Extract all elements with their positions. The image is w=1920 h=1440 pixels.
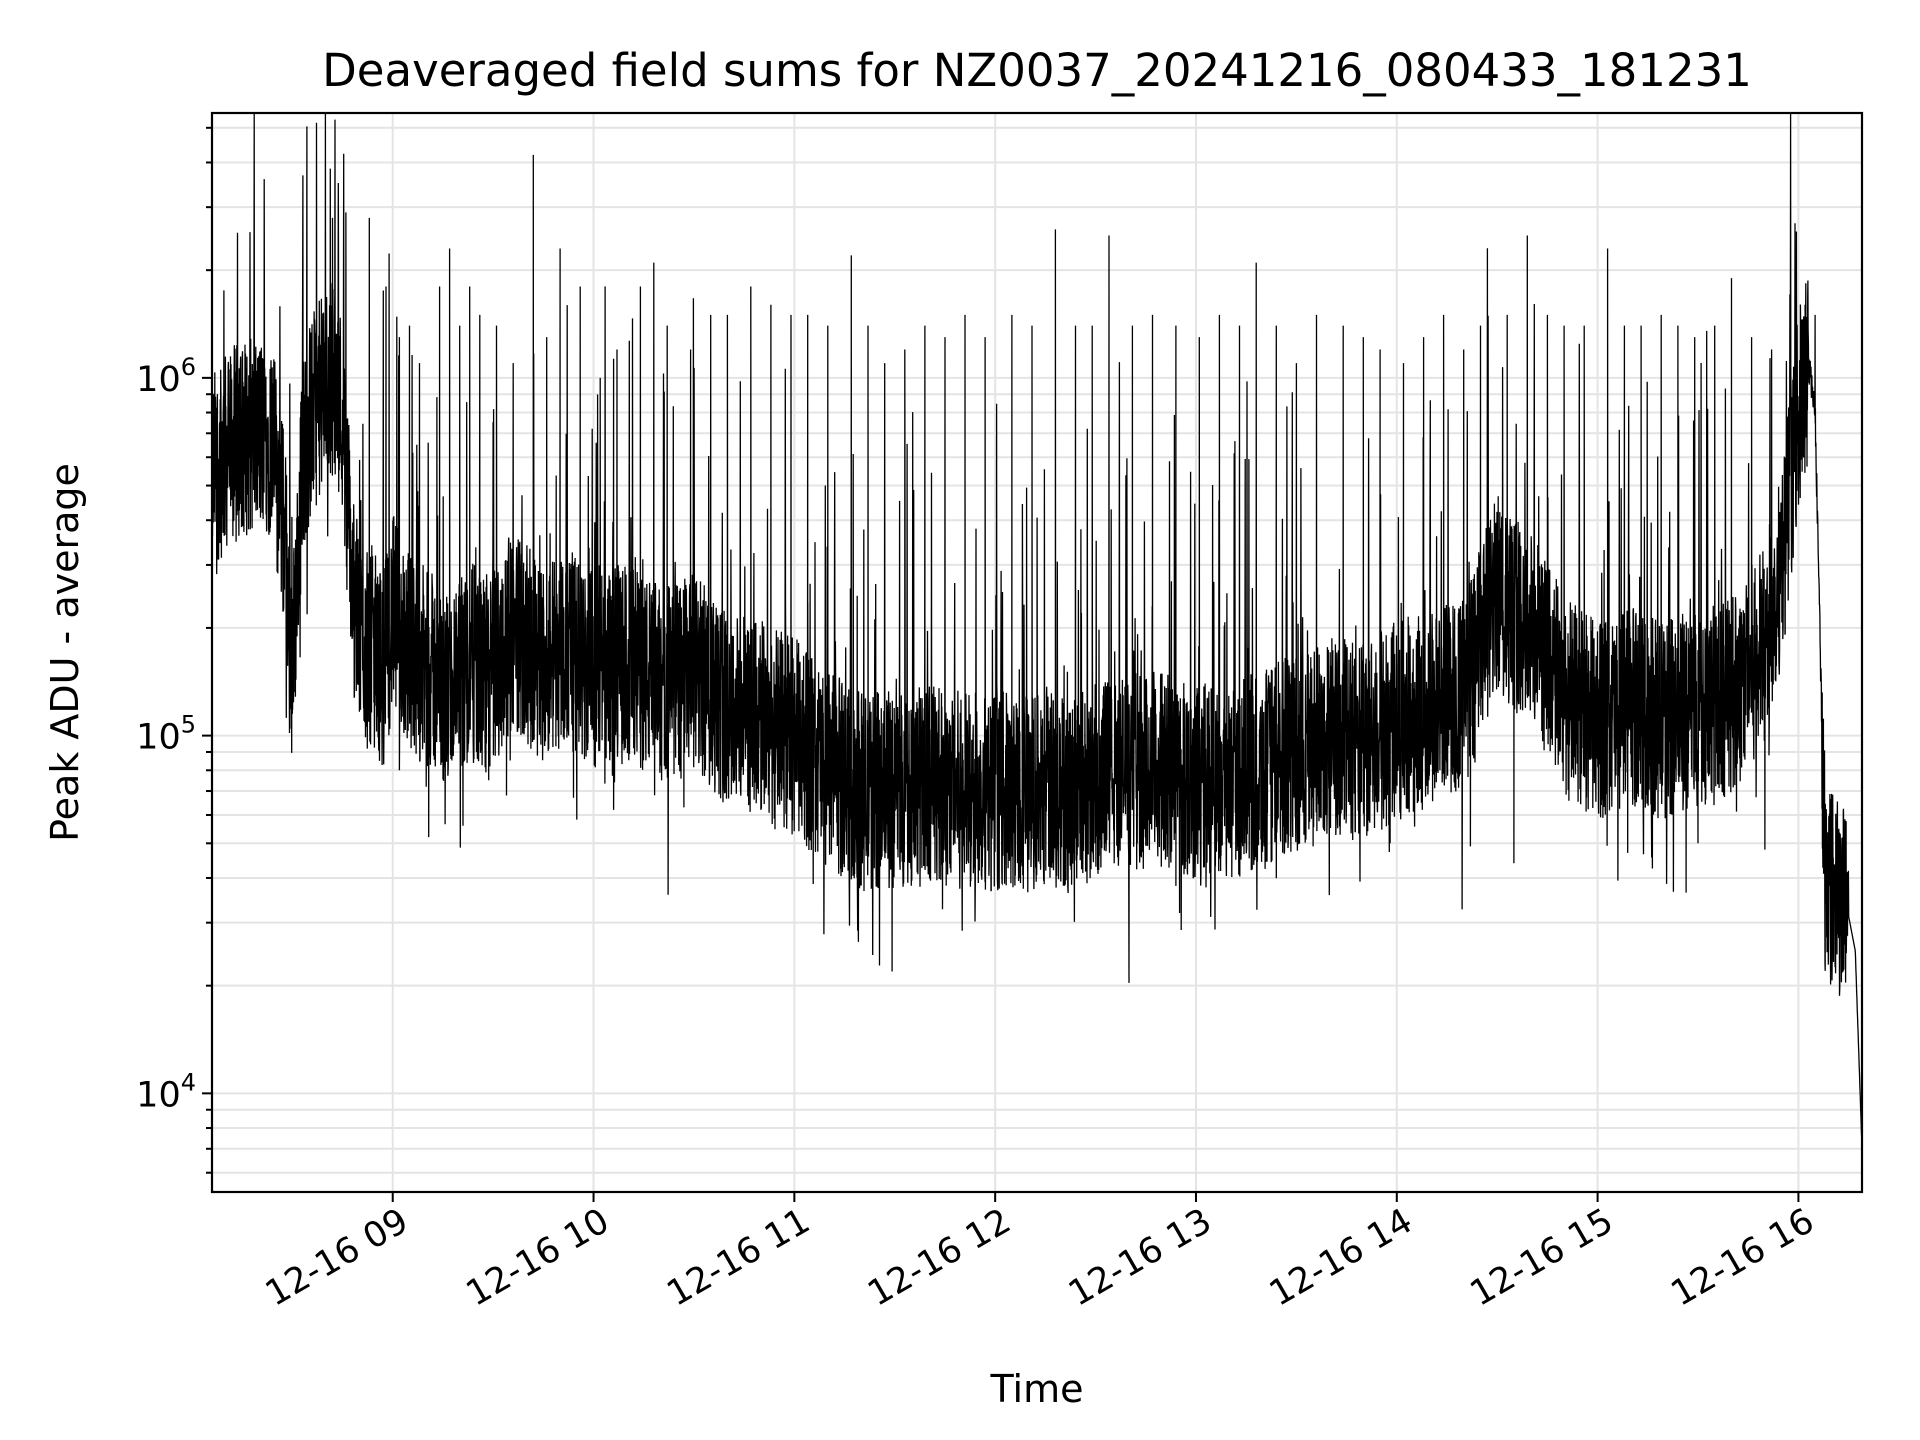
y-tick-exponent: 4: [181, 1068, 196, 1096]
y-tick-base: 10: [136, 718, 181, 758]
y-tick-base: 10: [136, 360, 181, 400]
y-tick-exponent: 5: [181, 711, 196, 739]
plot-frame: [210, 111, 1864, 1194]
chart-title: Deaveraged field sums for NZ0037_2024121…: [322, 44, 1752, 97]
series-layer: [211, 112, 1863, 1143]
y-tick-base: 10: [136, 1075, 181, 1115]
x-axis-label: Time: [990, 1367, 1084, 1411]
series-line: [211, 112, 1863, 1143]
y-tick-label: 105: [136, 711, 196, 758]
y-axis-label: Peak ADU - average: [43, 463, 87, 842]
y-tick-exponent: 6: [181, 353, 196, 381]
y-tick-label: 106: [136, 353, 196, 400]
y-tick-label: 104: [136, 1068, 196, 1115]
